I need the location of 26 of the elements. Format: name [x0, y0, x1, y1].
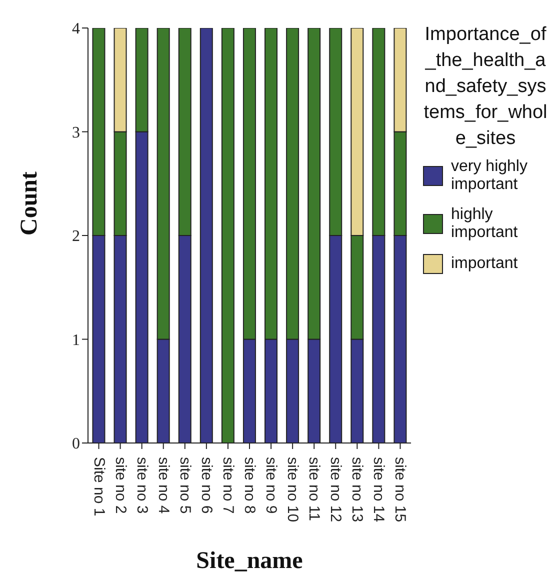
x-tick-label: site no 2: [112, 457, 129, 514]
x-axis-title: Site_name: [196, 548, 304, 574]
y-tick-label: 4: [72, 20, 80, 38]
x-tick-label: site no 12: [327, 457, 344, 522]
y-axis-title: Count: [16, 171, 43, 236]
legend-label: very highly important: [451, 158, 528, 194]
x-tick-label: site no 6: [198, 457, 215, 514]
x-tick-label: site no 3: [133, 457, 150, 514]
y-tick-label: 1: [72, 332, 80, 349]
x-tick-label: site no 13: [348, 457, 366, 522]
y-tick-label: 3: [72, 124, 80, 142]
x-tick-label: site no 7: [219, 457, 236, 514]
x-tick-label: site no 15: [392, 457, 409, 522]
x-tick-label: site no 10: [284, 457, 302, 522]
x-tick-label: Site no 1: [90, 457, 108, 516]
legend-label: highly important: [451, 206, 519, 242]
x-tick-label: site no 14: [370, 457, 388, 522]
y-tick-label: 2: [72, 228, 80, 246]
x-tick-label: site no 9: [262, 457, 280, 514]
y-tick-label: 0: [72, 436, 80, 453]
x-tick-label: site no 8: [241, 457, 258, 514]
legend-title: Importance_of_the_health_and_safety_systems_for_whole_sites: [423, 23, 548, 151]
x-tick-label: site no 5: [176, 457, 194, 514]
x-tick-label: site no 4: [154, 457, 172, 514]
x-tick-label: site no 11: [306, 457, 323, 521]
legend-label: important: [451, 255, 518, 273]
